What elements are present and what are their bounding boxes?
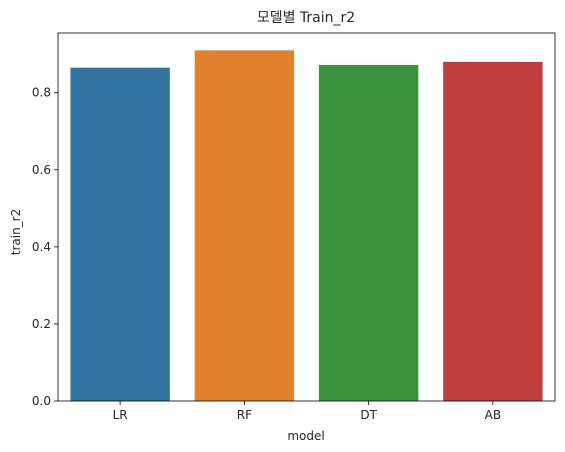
y-tick-label: 0.8 (32, 86, 51, 100)
y-axis-label: train_r2 (9, 209, 23, 256)
y-tick-label: 0.6 (32, 163, 51, 177)
x-axis-label: model (287, 429, 324, 443)
ticks-group: LR RF DT AB 0.0 0.2 0.4 0.6 0.8 (32, 86, 501, 422)
plot-area-frame (57, 32, 556, 402)
x-tick-label: RF (237, 408, 252, 422)
y-tick-label: 0.2 (32, 317, 51, 331)
bar-rf (194, 50, 295, 402)
bar-ab (443, 61, 543, 402)
y-tick-label: 0.0 (32, 394, 51, 408)
x-tick-label: LR (113, 408, 128, 422)
bar-dt (318, 64, 419, 401)
x-tick-label: DT (360, 408, 377, 422)
bars-group (70, 50, 543, 402)
y-tick-label: 0.4 (32, 240, 51, 254)
x-tick-label: AB (485, 408, 501, 422)
chart-title: 모델별 Train_r2 (257, 10, 355, 26)
bar-lr (70, 67, 170, 401)
